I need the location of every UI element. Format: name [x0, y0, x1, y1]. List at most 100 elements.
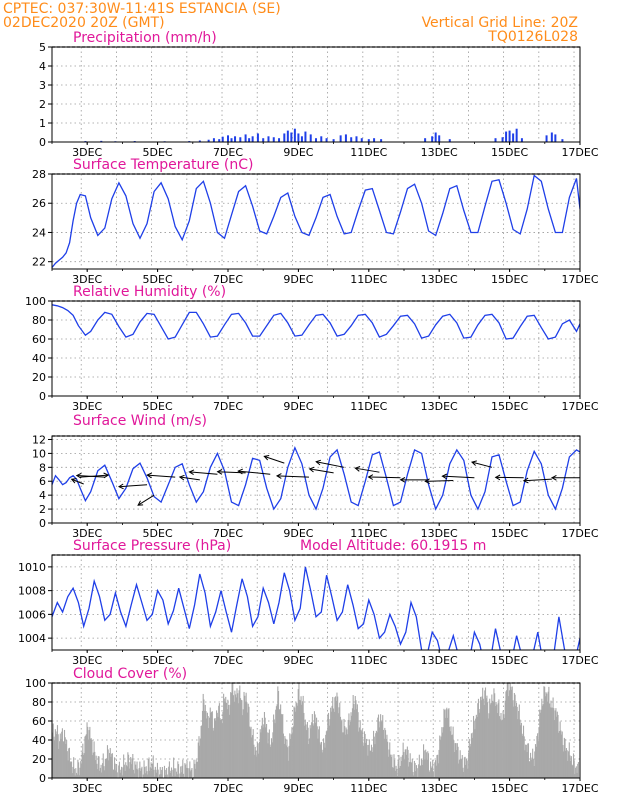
cloud-bar [318, 729, 320, 778]
precip-xtick-label: 7DEC [213, 146, 243, 159]
cloud-bar [59, 741, 61, 778]
cloud-bar [181, 765, 183, 778]
cloud-bar [385, 738, 387, 778]
precip-bar [283, 133, 286, 142]
cloud-bar [510, 686, 512, 778]
cloud-bar [549, 703, 551, 778]
cloud-bar [486, 695, 488, 778]
cloud-bar [492, 702, 494, 778]
cloud-bar [68, 748, 70, 778]
cloud-bar [448, 708, 450, 778]
precip-ytick-label: 1 [39, 117, 46, 130]
cloud-bar [237, 703, 239, 778]
cloud-bar [67, 760, 69, 778]
cloud-bar [470, 743, 472, 778]
cloud-bar [556, 716, 558, 778]
cloud-bar [189, 761, 191, 778]
cloud-bar [87, 739, 90, 778]
cloud-bar [568, 751, 570, 778]
cloud-bar [484, 687, 487, 778]
cloud-bar [185, 767, 187, 778]
cloud-bar [330, 711, 332, 778]
cloud-bar [560, 730, 562, 778]
cloud-bar [94, 751, 96, 778]
cloud-bar [475, 718, 477, 778]
cloud-bar [220, 719, 222, 778]
cloud-bar [511, 689, 513, 778]
cloud-bar [474, 729, 476, 778]
cloud-xtick-label: 11DEC [350, 782, 387, 795]
cloud-bar [472, 715, 475, 778]
cloud-bar [170, 767, 173, 778]
cloud-bar [477, 698, 480, 778]
header-grid-line: Vertical Grid Line: 20Z [422, 15, 578, 31]
cloud-bar [156, 762, 158, 778]
cloud-bar [402, 742, 404, 778]
cloud-bar [332, 708, 334, 778]
precip-bar [100, 140, 103, 142]
cloud-bar [166, 768, 168, 778]
cloud-bar [530, 752, 532, 778]
cloud-bar [304, 719, 306, 778]
cloud-bar [249, 728, 251, 778]
cloud-bar [308, 738, 311, 778]
cloud-bar [114, 763, 116, 778]
precip-bar [494, 138, 497, 142]
cloud-bar [157, 769, 159, 778]
cloud-bar [85, 734, 87, 778]
cloud-bar [116, 764, 118, 778]
cloud-bar [355, 700, 357, 778]
wind-arrow [71, 478, 84, 485]
cloud-bar [436, 755, 438, 778]
cloud-bar [312, 723, 314, 778]
cloud-bar [132, 753, 134, 778]
cloud-bar [476, 716, 478, 778]
cloud-bar [576, 772, 578, 778]
cloud-bar [206, 718, 208, 778]
cloud-bar [335, 696, 337, 778]
rh-ytick-label: 60 [32, 333, 46, 346]
precip-bar [304, 131, 307, 142]
cloud-bar [264, 717, 266, 778]
rh-xtick-label: 5DEC [143, 400, 173, 413]
cloud-bar [427, 751, 429, 778]
cloud-bar [419, 765, 421, 778]
cloud-bar [552, 697, 554, 778]
cloud-bar [133, 773, 135, 778]
cloud-bar [53, 736, 55, 778]
cloud-bar [62, 741, 64, 778]
cloud-bar [432, 771, 434, 778]
cloud-bar [409, 753, 411, 778]
cloud-bar [127, 752, 129, 778]
pressure-title: Surface Pressure (hPa) [73, 538, 231, 554]
precip-xtick-label: 11DEC [350, 146, 387, 159]
precip-bar [360, 138, 363, 142]
cloud-bar [462, 767, 464, 778]
cloud-bar [224, 701, 226, 778]
cloud-bar [142, 774, 144, 778]
cloud-bar [406, 746, 408, 778]
cloud-bar [415, 765, 418, 778]
wind-arrow [368, 476, 401, 479]
cloud-bar [546, 701, 549, 778]
cloud-bar [238, 690, 240, 778]
cloud-bar [530, 759, 532, 778]
cloud-bar [423, 750, 425, 778]
cloud-bar [116, 772, 118, 778]
cloud-bar [370, 744, 373, 778]
cloud-bar [306, 730, 308, 778]
cloud-bar [413, 775, 415, 778]
cloud-bar [115, 770, 117, 778]
pressure-frame [51, 554, 581, 651]
cloud-ytick-label: 60 [32, 715, 46, 728]
cloud-bar [302, 695, 304, 778]
cloud-bar [469, 746, 471, 778]
cloud-panel: 0 20 40 60 80 100 3DEC 5DEC 7DEC 9DEC 11DEC 13DEC 15… [25, 666, 599, 795]
cloud-bar [65, 743, 67, 778]
cloud-xtick-label: 17DEC [561, 782, 598, 795]
cloud-bar [262, 727, 264, 778]
cloud-bar [544, 686, 546, 778]
cloud-bar [471, 737, 473, 778]
cloud-bar [111, 753, 113, 778]
cloud-bar [239, 685, 241, 778]
